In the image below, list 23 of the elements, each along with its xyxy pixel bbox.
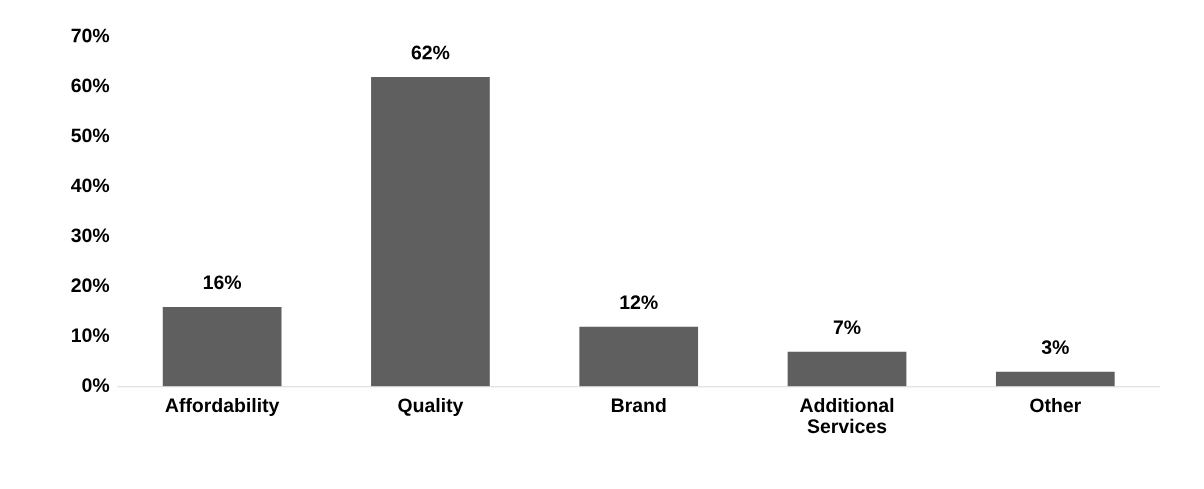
bar (787, 351, 907, 387)
y-tick-label: 70% (71, 28, 110, 43)
y-tick-label: 20% (71, 278, 110, 293)
data-label: 7% (833, 320, 861, 335)
bar (371, 77, 490, 387)
x-tick-label: Brand (611, 397, 666, 413)
data-label: 62% (411, 45, 450, 60)
bar (579, 326, 699, 387)
y-tick-label: 60% (71, 78, 110, 93)
data-label: 3% (1041, 340, 1069, 355)
x-tick-label: Other (1030, 397, 1081, 413)
x-tick-label: Additional Services (799, 397, 894, 434)
x-tick-label: Affordability (165, 397, 280, 417)
y-tick-label: 0% (82, 378, 110, 393)
data-label: 16% (203, 275, 242, 290)
y-tick-label: 30% (71, 228, 110, 243)
y-tick-label: 40% (71, 178, 110, 193)
y-tick-label: 10% (71, 328, 110, 343)
y-tick-label: 50% (71, 128, 110, 143)
x-tick-label: Quality (398, 397, 464, 417)
bar (162, 306, 282, 387)
data-label: 12% (620, 295, 658, 310)
bar (995, 371, 1115, 387)
